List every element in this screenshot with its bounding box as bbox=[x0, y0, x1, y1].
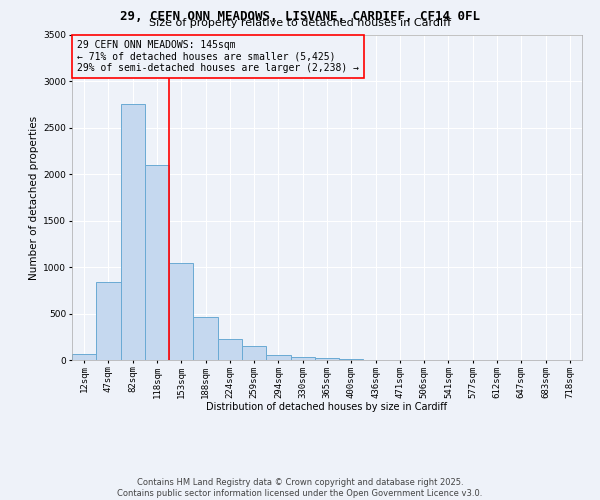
Text: 29 CEFN ONN MEADOWS: 145sqm
← 71% of detached houses are smaller (5,425)
29% of : 29 CEFN ONN MEADOWS: 145sqm ← 71% of det… bbox=[77, 40, 359, 73]
Text: Size of property relative to detached houses in Cardiff: Size of property relative to detached ho… bbox=[149, 18, 451, 28]
Bar bbox=[315, 358, 339, 360]
Bar bbox=[145, 165, 169, 360]
Bar bbox=[121, 104, 145, 360]
Y-axis label: Number of detached properties: Number of detached properties bbox=[29, 116, 39, 280]
Bar bbox=[266, 355, 290, 360]
Bar bbox=[193, 318, 218, 360]
Bar bbox=[339, 359, 364, 360]
Bar bbox=[290, 357, 315, 360]
Bar bbox=[218, 338, 242, 360]
Text: Contains HM Land Registry data © Crown copyright and database right 2025.
Contai: Contains HM Land Registry data © Crown c… bbox=[118, 478, 482, 498]
Text: 29, CEFN ONN MEADOWS, LISVANE, CARDIFF, CF14 0FL: 29, CEFN ONN MEADOWS, LISVANE, CARDIFF, … bbox=[120, 10, 480, 23]
X-axis label: Distribution of detached houses by size in Cardiff: Distribution of detached houses by size … bbox=[206, 402, 448, 412]
Bar bbox=[72, 354, 96, 360]
Bar bbox=[96, 282, 121, 360]
Bar bbox=[169, 264, 193, 360]
Bar bbox=[242, 346, 266, 360]
